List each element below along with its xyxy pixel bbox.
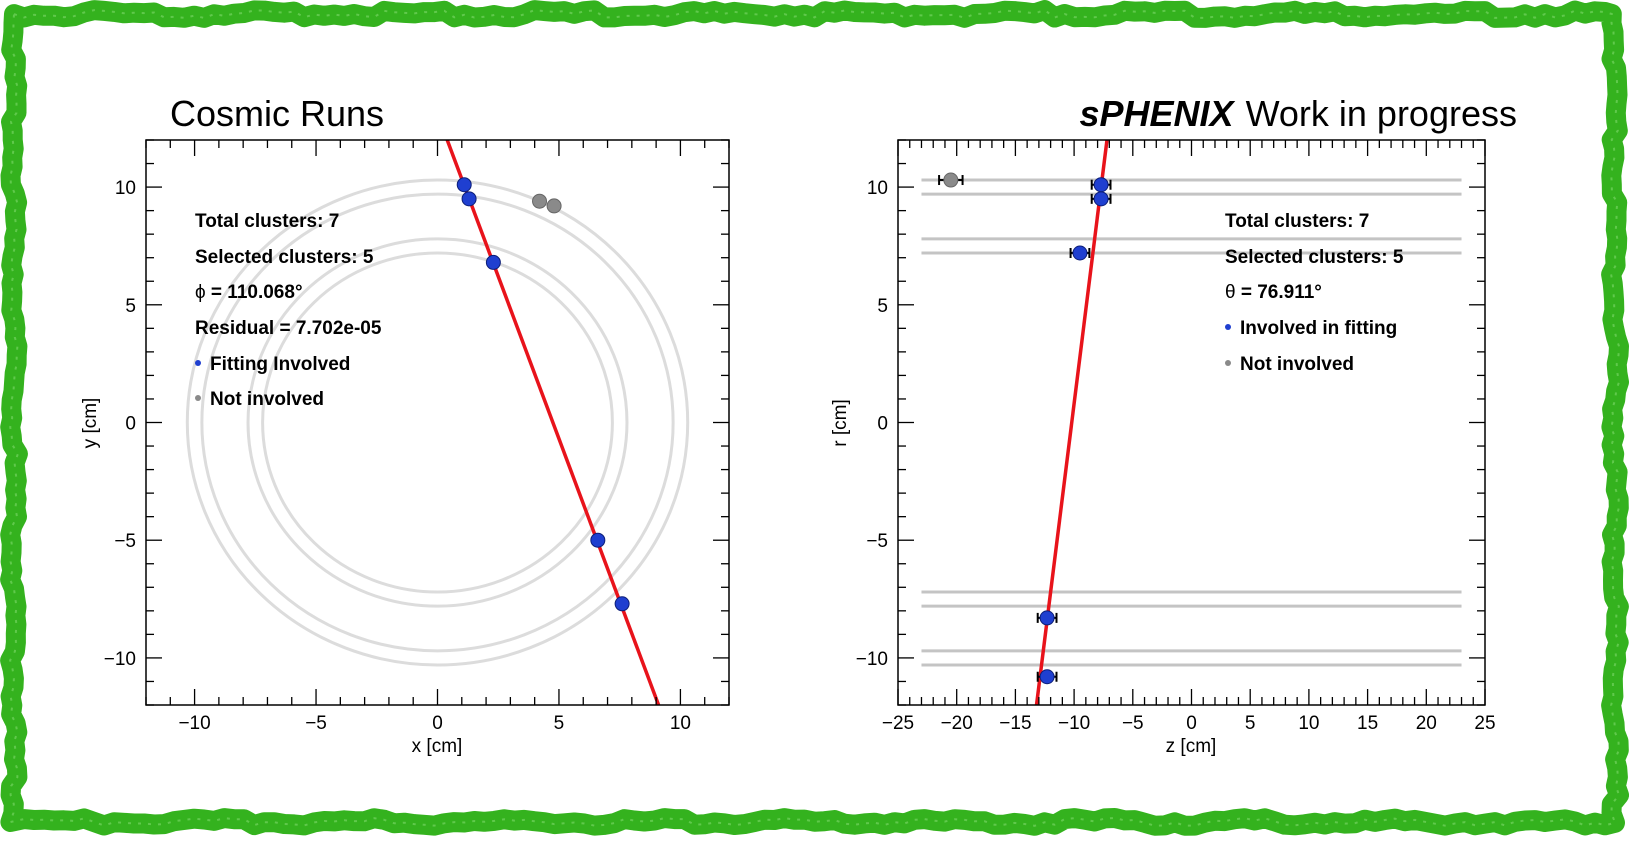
rz-xtick-label: 20 bbox=[1416, 713, 1437, 734]
rz-xtick-label: 25 bbox=[1474, 713, 1495, 734]
xy-ytick-label: −10 bbox=[104, 649, 136, 670]
rz-xtick-label: 15 bbox=[1357, 713, 1378, 734]
rz-xtick-label: 10 bbox=[1298, 713, 1319, 734]
xy-xtick-label: 5 bbox=[554, 713, 565, 734]
xy-xtick-label: −10 bbox=[178, 713, 210, 734]
rz-legend-involved-label: Involved in fitting bbox=[1240, 318, 1397, 339]
xy-not_involved-point-0 bbox=[532, 193, 548, 209]
xy-info-total: Total clusters: 7 bbox=[195, 211, 339, 232]
xy-legend-involved-marker bbox=[195, 360, 201, 366]
rz-info-selected: Selected clusters: 5 bbox=[1225, 247, 1404, 268]
rz-ytick-label: 10 bbox=[867, 178, 888, 199]
xy-info-selected: Selected clusters: 5 bbox=[195, 247, 374, 268]
rz-clusters bbox=[938, 172, 1112, 685]
rz-involved-point-4 bbox=[1039, 669, 1055, 685]
rz-plot-frame bbox=[897, 139, 1486, 706]
xy-ytick-label: −5 bbox=[114, 531, 136, 552]
rz-xtick-label: −5 bbox=[1122, 713, 1144, 734]
xy-legend-involved-label: Fitting Involved bbox=[210, 354, 350, 375]
xy-info-phi-symbol: ϕ bbox=[195, 282, 206, 303]
xy-view-plot: −10 −5 0 5 10 −10 −5 0 5 10 x [cm] y [cm] Total c… bbox=[80, 139, 730, 757]
rz-legend-not-involved-marker bbox=[1225, 360, 1231, 366]
xy-info-residual: Residual = 7.702e-05 bbox=[195, 318, 382, 339]
xy-ytick-label: 10 bbox=[115, 178, 136, 199]
rz-y-axis-label: r [cm] bbox=[830, 399, 851, 447]
xy-layer-ring-0 bbox=[261, 251, 614, 594]
xy-legend-not-involved-marker bbox=[195, 395, 201, 401]
right-title-bold: sPHENIX bbox=[1080, 93, 1236, 134]
xy-not_involved-point-1 bbox=[546, 198, 562, 214]
xy-xtick-label: −5 bbox=[305, 713, 327, 734]
rz-xtick-label: −20 bbox=[941, 713, 973, 734]
xy-info-phi: ϕ = 110.068° bbox=[195, 282, 303, 303]
xy-involved-point-4 bbox=[614, 596, 630, 612]
xy-xtick-label: 0 bbox=[432, 713, 443, 734]
rz-involved-point-3 bbox=[1039, 610, 1055, 626]
rz-info-theta-symbol: θ bbox=[1225, 282, 1236, 303]
xy-axes: −10 −5 0 5 10 −10 −5 0 5 10 bbox=[104, 139, 730, 734]
rz-ytick-label: 0 bbox=[877, 414, 888, 435]
rz-axes: −25 −20 −15 −10 −5 0 5 10 15 20 25 −10 −5 0 5 10 bbox=[856, 139, 1496, 734]
rz-ytick-label: −5 bbox=[866, 531, 888, 552]
rz-legend-involved-marker bbox=[1225, 324, 1231, 330]
xy-involved-point-3 bbox=[590, 532, 606, 548]
xy-layer-ring-1 bbox=[246, 237, 629, 608]
rz-involved-point-2 bbox=[1072, 245, 1088, 261]
right-title: sPHENIX Work in progress bbox=[1080, 93, 1518, 134]
rz-detector-layers bbox=[921, 178, 1462, 667]
xy-y-axis-label: y [cm] bbox=[80, 398, 101, 449]
rz-not_involved-point-0 bbox=[943, 172, 959, 188]
xy-ytick-label: 5 bbox=[125, 296, 136, 317]
rz-xtick-label: −25 bbox=[882, 713, 914, 734]
rz-info-box: Total clusters: 7 Selected clusters: 5 θ… bbox=[1225, 211, 1404, 375]
rz-involved-point-0 bbox=[1093, 177, 1109, 193]
xy-detector-layers bbox=[185, 178, 690, 667]
left-title: Cosmic Runs bbox=[170, 93, 384, 134]
xy-layer-ring-2 bbox=[200, 192, 675, 653]
xy-xtick-label: 10 bbox=[670, 713, 691, 734]
xy-involved-point-2 bbox=[485, 254, 501, 270]
xy-layer-ring-3 bbox=[185, 178, 690, 667]
rz-view-plot: −25 −20 −15 −10 −5 0 5 10 15 20 25 −10 −5 0 5 10 z [cm]… bbox=[830, 139, 1496, 757]
rz-ytick-label: −10 bbox=[856, 649, 888, 670]
rz-xtick-label: 0 bbox=[1186, 713, 1197, 734]
rz-xtick-label: −10 bbox=[1058, 713, 1090, 734]
rz-info-total: Total clusters: 7 bbox=[1225, 211, 1369, 232]
xy-info-box: Total clusters: 7 Selected clusters: 5 ϕ… bbox=[195, 211, 382, 410]
xy-involved-point-0 bbox=[456, 177, 472, 193]
xy-clusters bbox=[456, 177, 630, 612]
rz-x-axis-label: z [cm] bbox=[1166, 736, 1217, 757]
rz-ytick-label: 5 bbox=[877, 296, 888, 317]
rz-legend-not-involved-label: Not involved bbox=[1240, 354, 1354, 375]
xy-ytick-label: 0 bbox=[125, 414, 136, 435]
rz-info-theta: θ = 76.911° bbox=[1225, 282, 1322, 303]
rz-xtick-label: 5 bbox=[1245, 713, 1256, 734]
xy-legend-not-involved-label: Not involved bbox=[210, 389, 324, 410]
xy-involved-point-1 bbox=[461, 191, 477, 207]
xy-x-axis-label: x [cm] bbox=[412, 736, 463, 757]
xy-info-phi-value: = 110.068° bbox=[206, 282, 303, 303]
rz-xtick-label: −15 bbox=[999, 713, 1031, 734]
rz-info-theta-value: = 76.911° bbox=[1236, 282, 1322, 303]
rz-involved-point-1 bbox=[1093, 191, 1109, 207]
right-title-rest: Work in progress bbox=[1246, 93, 1517, 134]
